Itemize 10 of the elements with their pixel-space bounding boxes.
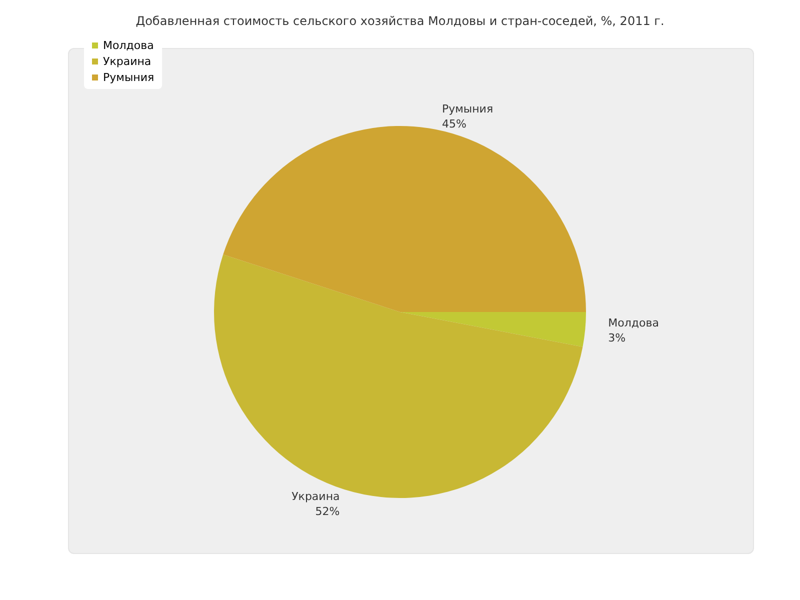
slice-label: Молдова — [608, 316, 659, 330]
data-label: 45% — [442, 117, 466, 130]
chart-title: Добавленная стоимость сельского хозяйства Молдовы и стран-соседей, %, 2011 г. — [136, 14, 664, 28]
slice-label: Румыния — [442, 102, 494, 116]
legend-label: Молдова — [103, 39, 154, 52]
slice-label: Украина — [292, 490, 340, 503]
data-label: 3% — [608, 332, 626, 345]
legend-label: Украина — [103, 55, 152, 68]
legend-label: Румыния — [103, 71, 154, 84]
data-label: 52% — [315, 504, 340, 518]
